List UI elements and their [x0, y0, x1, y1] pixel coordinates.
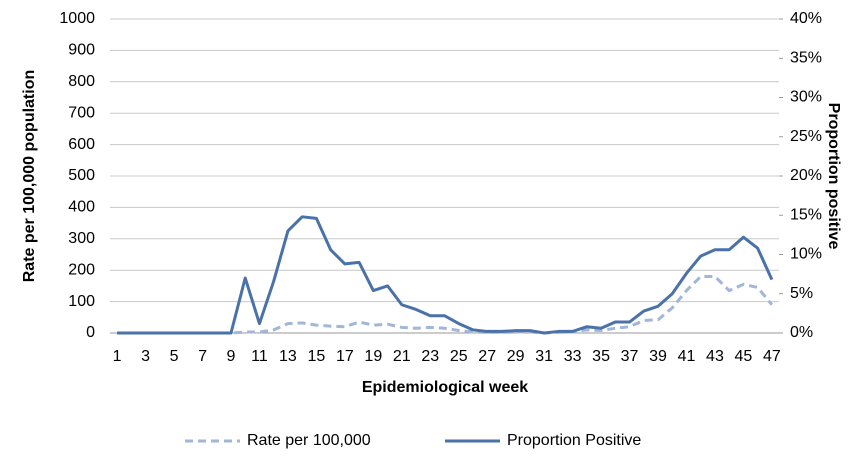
y2-tick-label: 35% [790, 49, 822, 66]
x-tick-label: 29 [507, 348, 525, 365]
x-tick-label: 1 [113, 348, 122, 365]
x-tick-label: 25 [450, 348, 468, 365]
x-tick-label: 23 [421, 348, 439, 365]
series-line [117, 215, 774, 335]
x-tick-label: 39 [649, 348, 667, 365]
y-tick-label: 700 [68, 104, 95, 121]
y-tick-label: 400 [68, 199, 95, 216]
x-tick-label: 15 [307, 348, 325, 365]
y2-tick-label: 10% [790, 246, 822, 263]
y-tick-label: 900 [68, 42, 95, 59]
x-tick-label: 21 [393, 348, 411, 365]
x-tick-label: 9 [227, 348, 236, 365]
y-tick-label: 800 [68, 73, 95, 90]
x-tick-label: 19 [364, 348, 382, 365]
y2-tick-label: 30% [790, 89, 822, 106]
y-axis-title: Rate per 100,000 population [21, 70, 38, 283]
y-tick-label: 0 [86, 324, 95, 341]
x-tick-label: 11 [251, 348, 268, 365]
x-tick-label: 41 [678, 348, 696, 365]
y2-axis-title: Proportion positive [825, 103, 842, 250]
x-tick-label: 35 [592, 348, 610, 365]
x-tick-label: 33 [564, 348, 582, 365]
x-tick-label: 7 [198, 348, 207, 365]
x-tick-label: 17 [336, 348, 354, 365]
x-tick-label: 47 [763, 348, 781, 365]
y2-tick-label: 15% [790, 206, 822, 223]
legend-label: Rate per 100,000 [247, 432, 371, 449]
x-tick-label: 45 [735, 348, 753, 365]
y-tick-label: 600 [68, 136, 95, 153]
y2-tick-label: 25% [790, 128, 822, 145]
legend-label: Proportion Positive [507, 432, 641, 449]
x-tick-label: 13 [279, 348, 297, 365]
x-tick-label: 37 [621, 348, 639, 365]
y2-tick-label: 5% [790, 285, 813, 302]
x-tick-label: 27 [478, 348, 496, 365]
y-tick-label: 100 [68, 293, 95, 310]
x-axis-title: Epidemiological week [362, 379, 528, 396]
y-tick-label: 500 [68, 167, 95, 184]
x-tick-label: 31 [535, 348, 553, 365]
y2-tick-label: 40% [790, 10, 822, 27]
x-tick-label: 3 [141, 348, 150, 365]
y-tick-label: 200 [68, 261, 95, 278]
y2-tick-label: 20% [790, 167, 822, 184]
y-tick-label: 300 [68, 230, 95, 247]
y-tick-label: 1000 [59, 10, 95, 27]
x-tick-label: 5 [170, 348, 179, 365]
y2-tick-label: 0% [790, 324, 813, 341]
series-line [117, 274, 774, 335]
x-tick-label: 43 [706, 348, 724, 365]
